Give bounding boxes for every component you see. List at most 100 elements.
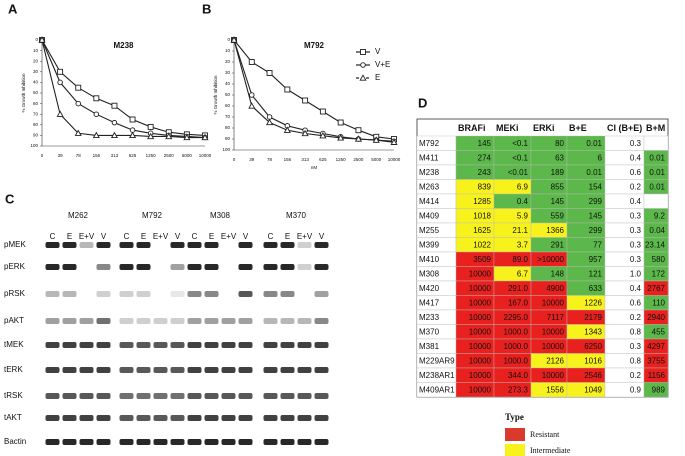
y-tick-label: 60 bbox=[225, 103, 231, 108]
cell-value: 274 bbox=[478, 153, 492, 162]
cell-value: 855 bbox=[551, 182, 565, 191]
cell-value: 6.7 bbox=[517, 269, 529, 278]
lane-label: C bbox=[192, 232, 198, 241]
blot-band bbox=[96, 393, 111, 399]
blot-band bbox=[263, 393, 278, 399]
data-point bbox=[93, 95, 100, 102]
data-point bbox=[355, 127, 362, 134]
cell-value: 10000 bbox=[469, 284, 492, 293]
x-tick-label: 1250 bbox=[146, 153, 157, 158]
cell-value: 3755 bbox=[647, 356, 665, 365]
x-tick-label: 39 bbox=[249, 157, 255, 162]
data-point bbox=[337, 119, 344, 126]
blot-band bbox=[79, 318, 94, 324]
cell-value: 0.6 bbox=[630, 298, 642, 307]
chart-title: M238 bbox=[113, 41, 134, 50]
blot-band bbox=[297, 367, 312, 373]
blot-band bbox=[187, 318, 202, 324]
blot-band bbox=[170, 342, 185, 348]
lane-label: E+V bbox=[79, 232, 95, 241]
blot-band bbox=[204, 318, 219, 324]
cell-value: 3.7 bbox=[517, 240, 529, 249]
blot-band bbox=[45, 318, 60, 324]
y-tick-label: 50 bbox=[225, 92, 231, 97]
lane-label: E bbox=[67, 232, 72, 241]
blot-band bbox=[263, 291, 278, 297]
series-line bbox=[233, 39, 395, 140]
blot-band bbox=[204, 242, 219, 248]
blot-band bbox=[314, 318, 329, 324]
blot-band bbox=[62, 439, 77, 445]
data-point bbox=[319, 108, 326, 115]
cell-value: 1000.0 bbox=[504, 342, 529, 351]
row-label: M229AR9 bbox=[419, 356, 455, 365]
lane-label: E bbox=[285, 232, 290, 241]
blot-band bbox=[119, 342, 134, 348]
cell-value: 291.0 bbox=[508, 284, 529, 293]
data-point bbox=[128, 131, 137, 139]
row-label: M414 bbox=[419, 197, 440, 206]
blot-band bbox=[204, 291, 219, 297]
blot-band bbox=[119, 264, 134, 270]
cell-value: 0.2 bbox=[630, 313, 642, 322]
cell-value: 839 bbox=[478, 182, 492, 191]
blot-band bbox=[96, 367, 111, 373]
cell-value: 1285 bbox=[473, 197, 491, 206]
cell-value: 172 bbox=[652, 269, 666, 278]
blot-band bbox=[45, 291, 60, 297]
data-point bbox=[266, 70, 273, 76]
y-tick-label: 0 bbox=[227, 37, 230, 42]
blot-band bbox=[221, 318, 236, 324]
row-label: M420 bbox=[419, 284, 440, 293]
x-tick-label: 313 bbox=[111, 153, 119, 158]
cell-value: 0.2 bbox=[630, 182, 642, 191]
blot-band bbox=[79, 242, 94, 248]
cell-value: 6.9 bbox=[517, 182, 529, 191]
blot-band bbox=[280, 367, 295, 373]
data-point bbox=[301, 129, 309, 137]
cell-value: 10000 bbox=[469, 313, 492, 322]
table-header: BRAFi bbox=[458, 123, 486, 133]
legend-marker bbox=[359, 74, 367, 81]
cell-value: 4900 bbox=[546, 284, 564, 293]
legend-label: Intermediate bbox=[530, 446, 571, 455]
y-tick-label: 40 bbox=[33, 80, 39, 85]
y-tick-label: 30 bbox=[33, 69, 39, 74]
blot-band bbox=[187, 291, 202, 297]
cell-value: 167.0 bbox=[508, 298, 529, 307]
cell-value: 299 bbox=[589, 226, 603, 235]
blot-row-label: Bactin bbox=[4, 437, 26, 446]
blot-band bbox=[204, 264, 219, 270]
cell-value: 6250 bbox=[584, 342, 602, 351]
data-point bbox=[147, 132, 155, 140]
blot-band bbox=[62, 318, 77, 324]
cell-value: 0.2 bbox=[630, 371, 642, 380]
blot-band bbox=[136, 393, 151, 399]
blot-band bbox=[45, 415, 60, 421]
blot-band bbox=[297, 318, 312, 324]
blot-band bbox=[280, 439, 295, 445]
blot-band bbox=[119, 415, 134, 421]
cell-value: 0.3 bbox=[630, 211, 642, 220]
blot-band bbox=[280, 242, 295, 248]
y-tick-label: 0 bbox=[35, 37, 38, 42]
row-label: M410 bbox=[419, 255, 440, 264]
row-label: M255 bbox=[419, 226, 440, 235]
cell-value: 10000 bbox=[469, 342, 492, 351]
data-point bbox=[284, 86, 291, 93]
blot-band bbox=[62, 367, 77, 373]
cell-value: 89.0 bbox=[512, 255, 528, 264]
row-label: M238AR1 bbox=[419, 371, 455, 380]
blot-band bbox=[79, 367, 94, 373]
cell-value: 0.3 bbox=[630, 342, 642, 351]
row-label: M370 bbox=[419, 327, 440, 336]
blot-band bbox=[238, 264, 253, 270]
legend-label: V+E bbox=[375, 60, 390, 69]
lane-label: E+V bbox=[297, 232, 313, 241]
blot-row-label: pAKT bbox=[4, 316, 24, 325]
series-line bbox=[233, 39, 395, 143]
data-point bbox=[201, 133, 209, 141]
blot-row-label: pERK bbox=[4, 262, 26, 271]
cell-value: 2767 bbox=[647, 284, 665, 293]
legend-title: Type bbox=[505, 412, 524, 422]
